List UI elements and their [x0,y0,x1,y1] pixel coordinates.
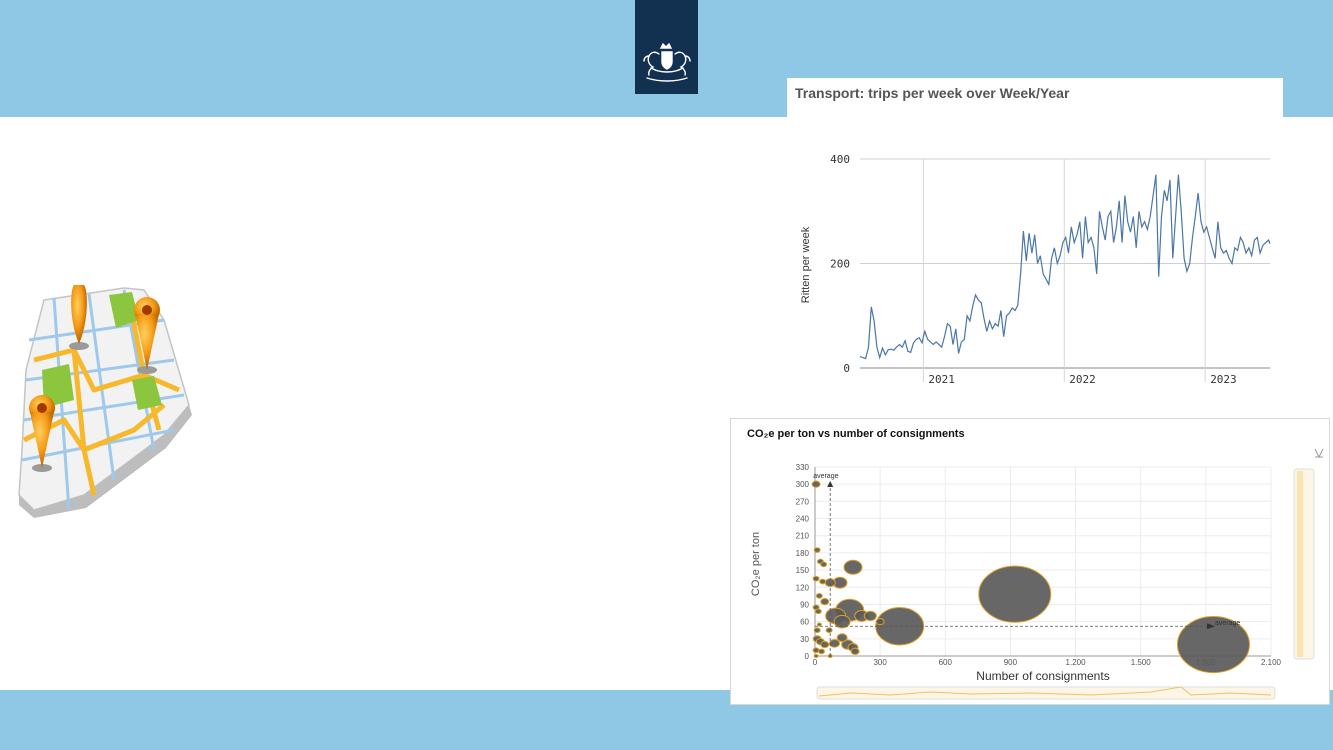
x-tick-label: 300 [873,658,887,667]
lion-crest-icon [643,42,691,82]
bubble-point[interactable] [843,559,863,575]
bubble-point[interactable] [820,640,830,649]
bubble-point[interactable] [816,622,822,627]
co2-chart-xlabel: Number of consignments [976,669,1109,683]
map-with-pins-illustration [14,280,196,520]
bubble-point[interactable] [814,608,822,615]
y-tick-label: 400 [830,153,850,166]
x-tick-label: 600 [939,658,953,667]
bubble-point[interactable] [825,627,833,634]
co2-chart-panel: CO₂e per ton vs number of consignments N… [730,418,1330,705]
bubble-point[interactable] [811,480,821,488]
average-y-label: average [1215,620,1240,627]
chart-options-icon[interactable] [1314,448,1324,459]
bubble-point[interactable] [833,614,851,629]
bubble-point[interactable] [850,647,860,656]
y-tick-label: 240 [796,515,810,524]
bubble-point[interactable] [813,653,819,659]
bubble-point[interactable] [813,627,821,634]
average-y-arrow [1207,623,1215,630]
average-x-label: average [813,473,838,480]
x-tick-label: 2.100 [1261,658,1282,667]
x-tick-label: 2021 [928,373,955,386]
y-tick-label: 30 [800,635,809,644]
co2-chart-title: CO₂e per ton vs number of consignments [747,428,965,440]
government-logo [635,0,698,94]
y-tick-label: 0 [843,362,850,375]
y-range-scrollbar[interactable] [1293,468,1315,660]
bubble-point[interactable] [818,648,826,655]
bubble-point[interactable] [836,633,848,643]
x-tick-label: 2023 [1210,373,1237,386]
bubble-point[interactable] [978,565,1052,623]
bubble-point[interactable] [812,575,820,582]
bubble-point[interactable] [1176,615,1250,674]
y-tick-label: 200 [830,258,850,271]
bubble-point[interactable] [863,610,877,622]
bubble-point[interactable] [813,547,821,553]
y-tick-label: 0 [805,652,810,661]
x-tick-label: 900 [1004,658,1018,667]
x-tick-label: 2022 [1069,373,1096,386]
co2-chart-ylabel: CO₂e per ton [750,532,762,596]
co2-scatter-chart-svg: Number of consignments CO₂e per ton 0 30 6… [750,448,1324,700]
x-tick-label: 1.200 [1066,658,1087,667]
x-tick-label: 1.500 [1131,658,1152,667]
y-tick-label: 120 [796,583,810,592]
trips-chart-title-box: Transport: trips per week over Week/Year [787,78,1283,117]
average-x-arrow [827,481,834,487]
bubble-point[interactable] [829,639,841,648]
y-tick-label: 270 [796,497,810,506]
x-range-scrollbar[interactable] [816,686,1276,700]
bubble-point[interactable] [819,578,827,585]
y-tick-label: 150 [796,566,810,575]
bubble-point[interactable] [820,561,828,568]
bubble-point[interactable] [875,618,885,626]
y-tick-label: 90 [800,600,809,609]
y-tick-label: 300 [796,480,810,489]
y-tick-label: 60 [800,618,809,627]
y-tick-label: 180 [796,549,810,558]
trips-line-chart-svg: Ritten per week 0 200 400 2021 2022 2023 [800,153,1271,386]
bubble-point[interactable] [820,597,830,606]
x-tick-label: 0 [813,658,818,667]
trips-per-week-chart: Ritten per week 0 200 400 2021 2022 2023 [787,117,1283,397]
trips-chart-title: Transport: trips per week over Week/Year [795,85,1070,101]
trips-chart-ylabel: Ritten per week [800,226,812,303]
y-tick-label: 330 [796,463,810,472]
bubble-point[interactable] [815,593,823,599]
trips-series-line [859,174,1271,360]
y-tick-label: 210 [796,532,810,541]
